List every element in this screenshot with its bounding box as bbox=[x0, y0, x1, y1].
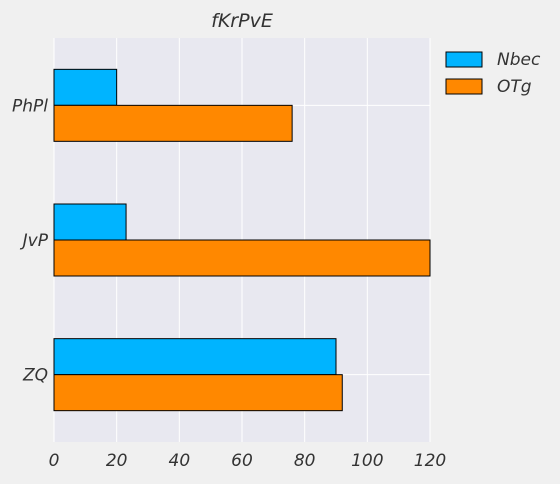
bar-Nbec-PhPl bbox=[53, 68, 118, 106]
legend-label: Nbec bbox=[497, 50, 541, 70]
x-tick-label: 80 bbox=[294, 451, 316, 471]
legend-swatch bbox=[445, 78, 483, 95]
bar-OTg-PhPl bbox=[53, 104, 293, 142]
x-tick-label: 120 bbox=[414, 451, 446, 471]
x-tick-label: 40 bbox=[169, 451, 191, 471]
y-tick-label: PhPl bbox=[12, 96, 48, 116]
tick-labels: 0 20 40 60 80 100 120 PhPl JvP ZQ bbox=[12, 96, 446, 471]
bar-OTg-JvP bbox=[53, 239, 431, 277]
bars bbox=[53, 68, 431, 412]
y-tick-label: ZQ bbox=[22, 366, 48, 386]
legend-swatch bbox=[445, 51, 483, 68]
chart-title: fKrPvE bbox=[211, 10, 273, 32]
bar-OTg-ZQ bbox=[53, 374, 343, 412]
legend: Nbec OTg bbox=[445, 50, 541, 97]
bar-Nbec-JvP bbox=[53, 203, 127, 241]
x-tick-label: 0 bbox=[49, 451, 60, 471]
x-tick-label: 20 bbox=[106, 451, 128, 471]
y-tick-label: JvP bbox=[20, 231, 49, 251]
x-tick-label: 60 bbox=[231, 451, 253, 471]
x-tick-label: 100 bbox=[351, 451, 383, 471]
bar-Nbec-ZQ bbox=[53, 338, 337, 376]
legend-label: OTg bbox=[497, 77, 532, 97]
